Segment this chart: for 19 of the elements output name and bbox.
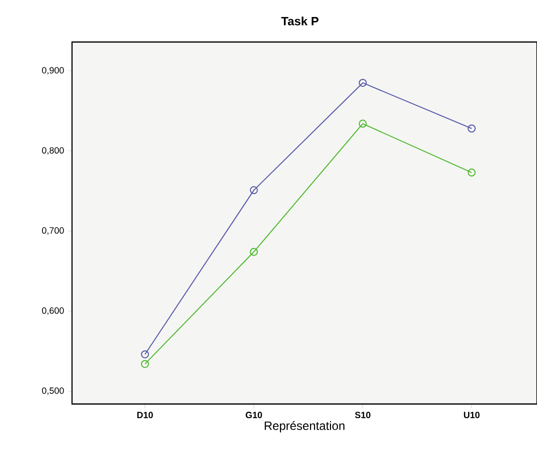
point xyxy=(468,168,476,177)
point xyxy=(140,360,149,368)
y-tick-label: 0,800 xyxy=(42,147,64,155)
y-tick-label: 0,500 xyxy=(42,387,64,395)
chart-title: Task P xyxy=(281,16,318,26)
point xyxy=(468,124,476,132)
point xyxy=(250,186,258,194)
x-tick-label: G10 xyxy=(246,412,262,418)
x-tick-label: D10 xyxy=(137,412,153,418)
x-tick-label: U10 xyxy=(464,412,480,418)
point xyxy=(358,120,367,128)
y-tick-label: 0,900 xyxy=(42,67,64,75)
y-tick-label: 0,600 xyxy=(42,307,64,315)
x-tick-label: S10 xyxy=(355,412,370,418)
y-tick-label: 0,700 xyxy=(42,227,64,235)
x-axis-title: Représentation xyxy=(264,421,344,432)
point xyxy=(140,350,149,358)
point xyxy=(250,248,258,256)
point xyxy=(358,78,367,87)
